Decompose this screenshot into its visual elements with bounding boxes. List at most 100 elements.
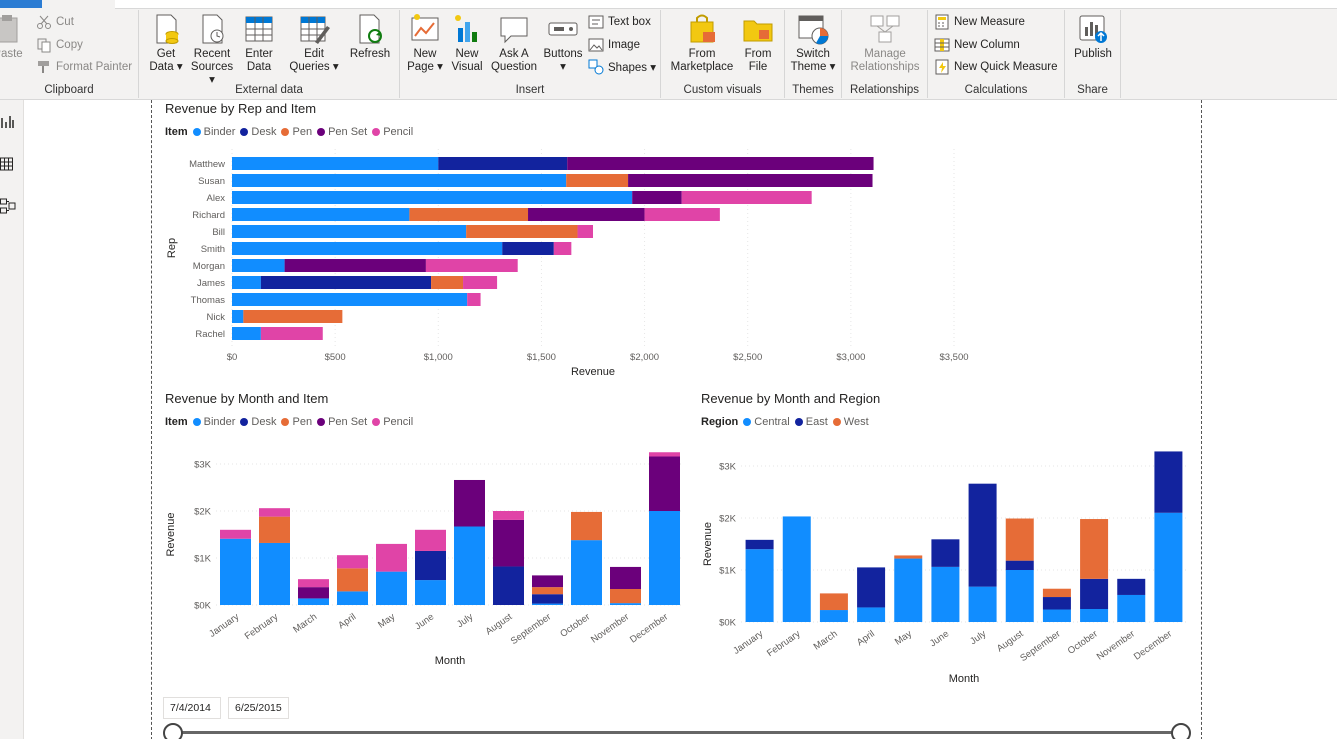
format-painter-button[interactable]: Format Painter xyxy=(36,57,132,77)
legend-item-binder[interactable]: Binder xyxy=(192,126,235,138)
new-visual-button[interactable]: New Visual xyxy=(442,12,492,74)
x-tick-label: $1,500 xyxy=(527,352,556,363)
legend-dot-pencil xyxy=(372,128,381,136)
chart1-legend[interactable]: Item Binder Desk Pen Pen Set Pencil xyxy=(165,126,418,138)
refresh-button[interactable]: Refresh xyxy=(345,12,395,61)
bar-segment xyxy=(681,191,812,204)
bar-segment xyxy=(894,558,923,622)
legend-item-pen[interactable]: Pen xyxy=(281,126,312,138)
legend-item-pencil[interactable]: Pencil xyxy=(372,126,413,138)
edit-queries-button[interactable]: Edit Queries ▾ xyxy=(289,12,339,74)
paste-button[interactable]: Paste xyxy=(0,12,30,61)
shapes-icon xyxy=(588,59,604,75)
legend-label-west: West xyxy=(843,416,869,428)
enter-data-label-2: Data xyxy=(246,61,272,73)
ask-question-button[interactable]: Ask A Question xyxy=(489,12,539,74)
bar-segment xyxy=(337,568,368,592)
refresh-label: Refresh xyxy=(349,48,391,60)
legend-item-desk[interactable]: Desk xyxy=(240,416,276,428)
new-page-button[interactable]: New Page ▾ xyxy=(400,12,450,74)
clipboard-icon xyxy=(0,15,18,43)
switch-theme-button[interactable]: Switch Theme ▾ xyxy=(788,12,838,74)
bar-segment xyxy=(232,259,285,272)
slicer-end-date[interactable]: 6/25/2015 xyxy=(228,697,289,719)
date-slider-start-handle[interactable] xyxy=(163,723,183,739)
group-external-data: Get Data ▾ Recent Sources ▾ Enter Data E… xyxy=(139,10,400,98)
image-button[interactable]: Image xyxy=(588,35,640,55)
bar-segment xyxy=(425,259,518,272)
x-axis-title: Month xyxy=(435,655,466,667)
legend-dot-penset xyxy=(317,418,326,426)
slicer-start-date[interactable]: 7/4/2014 xyxy=(163,697,221,719)
x-tick-label: August xyxy=(484,611,515,637)
from-file-label-2: File xyxy=(748,61,768,73)
bar-segment xyxy=(298,579,329,588)
publish-icon xyxy=(1079,15,1107,43)
bar-segment xyxy=(577,225,593,238)
text-box-button[interactable]: Text box xyxy=(588,12,651,32)
legend-item-penset[interactable]: Pen Set xyxy=(317,126,367,138)
legend-item-pencil[interactable]: Pencil xyxy=(372,416,413,428)
manage-relationships-button[interactable]: Manage Relationships xyxy=(846,12,924,74)
bar-segment xyxy=(532,575,563,588)
bar-segment xyxy=(1117,578,1146,595)
buttons-label-1: Buttons xyxy=(543,48,583,60)
legend-item-penset[interactable]: Pen Set xyxy=(317,416,367,428)
from-marketplace-button[interactable]: From Marketplace xyxy=(669,12,735,74)
copy-button[interactable]: Copy xyxy=(36,35,83,55)
x-tick-label: March xyxy=(291,611,319,635)
x-tick-label: November xyxy=(589,611,631,645)
chart-revenue-by-rep-and-item[interactable]: $0 $500 $1,000 $1,500 $2,000 $2,500 $3,000 $3,5… xyxy=(160,145,990,385)
from-file-button[interactable]: From File xyxy=(733,12,783,74)
publish-button[interactable]: Publish xyxy=(1068,12,1118,61)
y-tick-label: Bill xyxy=(212,227,225,238)
shapes-button[interactable]: Shapes ▾ xyxy=(588,57,656,77)
bar-segment xyxy=(232,174,567,187)
chart3-legend[interactable]: Region Central East West xyxy=(701,416,874,428)
recent-sources-button[interactable]: Recent Sources ▾ xyxy=(187,12,237,87)
legend-item-east[interactable]: East xyxy=(794,416,828,428)
calculations-group-label: Calculations xyxy=(964,84,1028,96)
legend-item-pen[interactable]: Pen xyxy=(281,416,312,428)
model-view-icon[interactable] xyxy=(0,198,16,214)
bar-segment xyxy=(931,566,960,622)
legend-item-binder[interactable]: Binder xyxy=(192,416,235,428)
recent-sources-label-1: Recent xyxy=(193,48,231,60)
data-view-icon[interactable] xyxy=(0,156,16,172)
themes-group-label: Themes xyxy=(792,84,834,96)
image-label: Image xyxy=(608,39,640,51)
bar-segment xyxy=(649,456,680,511)
date-slider-end-handle[interactable] xyxy=(1171,723,1191,739)
bar-segment xyxy=(493,519,524,567)
y-tick-label: $0K xyxy=(719,618,737,629)
new-measure-button[interactable]: New Measure xyxy=(934,12,1025,32)
bar-segment xyxy=(232,157,439,170)
enter-data-button[interactable]: Enter Data xyxy=(234,12,284,74)
y-tick-label: $1K xyxy=(719,566,737,577)
legend-item-desk[interactable]: Desk xyxy=(240,126,276,138)
buttons-button[interactable]: Buttons ▾ xyxy=(538,12,588,74)
clock-document-icon xyxy=(202,14,224,44)
file-tab[interactable] xyxy=(0,0,42,8)
text-box-icon xyxy=(588,15,604,29)
get-data-button[interactable]: Get Data ▾ xyxy=(141,12,191,74)
bar-segment xyxy=(649,511,680,605)
new-quick-measure-button[interactable]: New Quick Measure xyxy=(934,57,1058,77)
chart-revenue-by-month-and-item[interactable]: $0K $1K $2K $3K January February March April May… xyxy=(160,440,690,675)
bar-segment xyxy=(493,566,524,605)
y-tick-label: Richard xyxy=(192,210,225,221)
legend-dot-east xyxy=(794,418,803,426)
theme-icon xyxy=(798,15,829,45)
legend-item-central[interactable]: Central xyxy=(743,416,790,428)
cut-button[interactable]: Cut xyxy=(36,12,74,32)
chart-revenue-by-month-and-region[interactable]: $0K $1K $2K $3K January February March April May… xyxy=(697,440,1192,690)
new-column-button[interactable]: New Column xyxy=(934,35,1020,55)
legend-item-west[interactable]: West xyxy=(832,416,869,428)
bar-segment xyxy=(745,539,774,550)
report-view-icon[interactable] xyxy=(0,114,16,130)
date-slider-track[interactable] xyxy=(172,731,1182,734)
buttons-label-2: ▾ xyxy=(560,61,566,73)
ribbon: Paste Cut Copy Format Painter Clipboard … xyxy=(0,0,1337,100)
bar-segment xyxy=(649,452,680,457)
chart2-legend[interactable]: Item Binder Desk Pen Pen Set Pencil xyxy=(165,416,418,428)
